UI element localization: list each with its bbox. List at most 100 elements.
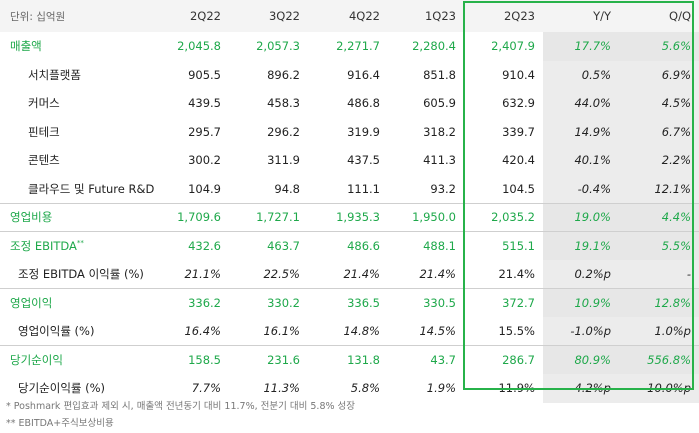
row-label: 조정 EBITDA** <box>0 231 150 260</box>
table-cell: 1,950.0 <box>388 202 464 232</box>
row-label: 매출액 <box>10 39 42 54</box>
row-label: 조정 EBITDA 이익률 (%) <box>18 267 144 281</box>
table-cell: 336.5 <box>308 288 388 317</box>
table-cell: 330.2 <box>229 288 308 317</box>
table-cell: 21.4% <box>343 267 380 281</box>
table-cell: 905.5 <box>188 67 221 82</box>
row-label: 당기순이익 <box>0 345 150 374</box>
row-label: 영업이익률 (%) <box>18 324 95 338</box>
table-cell: 11.3% <box>263 381 300 396</box>
col-header: 1Q23 <box>424 9 456 23</box>
row-label: 영업비용 <box>0 202 150 232</box>
table-cell: -0.4% <box>543 174 619 203</box>
table-cell: 5.6% <box>619 32 699 61</box>
table-cell: 10.0%p <box>619 374 699 403</box>
table-cell: 14.5% <box>419 324 456 338</box>
table-cell: 515.1 <box>464 231 543 260</box>
table-cell: 851.8 <box>423 67 456 82</box>
table-cell: 111.1 <box>347 181 380 196</box>
table-cell: 21.4% <box>419 267 456 281</box>
table-cell: 2,045.8 <box>177 39 221 54</box>
table-cell: 2.2% <box>619 146 699 175</box>
col-header: 2Q22 <box>189 9 221 23</box>
table-cell: 300.2 <box>188 153 221 168</box>
table-cell: 0.2%p <box>543 260 619 289</box>
table-cell: 5.8% <box>350 381 380 396</box>
table-cell: 12.8% <box>619 288 699 317</box>
table-cell: -1.0%p <box>543 317 619 346</box>
table-row: 영업비용 1,709.6 1,727.1 1,935.3 1,950.0 2,035.2 1… <box>0 202 699 232</box>
table-cell: 486.6 <box>308 231 388 260</box>
table-row: 조정 EBITDA** 432.6 463.7 486.6 488.1 515.1 19.1… <box>0 231 699 260</box>
col-header: 3Q22 <box>268 9 300 23</box>
footnote: ** EBITDA+주식보상비용 <box>6 418 114 429</box>
table-cell: 4.5% <box>619 89 699 118</box>
table-cell: 131.8 <box>308 345 388 374</box>
table-cell: 21.1% <box>184 267 221 281</box>
table-cell: 488.1 <box>388 231 464 260</box>
table-cell: 336.2 <box>150 288 229 317</box>
table-cell: 158.5 <box>150 345 229 374</box>
footnote-marker: ** <box>76 239 84 248</box>
table-row: 매출액 2,045.8 2,057.3 2,271.7 2,280.4 2,407.9 17… <box>0 32 699 61</box>
table-cell: 231.6 <box>229 345 308 374</box>
table-cell: 372.7 <box>464 288 543 317</box>
table-cell: 21.4% <box>498 267 535 281</box>
table-cell: 319.9 <box>347 124 380 139</box>
table-cell: 14.8% <box>343 324 380 338</box>
table-cell: 2,035.2 <box>464 202 543 232</box>
table-cell: 439.5 <box>188 96 221 111</box>
table-cell: 7.7% <box>191 381 221 396</box>
col-header: 4Q22 <box>348 9 380 23</box>
col-header: 2Q23 <box>503 9 535 23</box>
row-label: 서치플랫폼 <box>28 67 81 82</box>
table-cell: 286.7 <box>464 345 543 374</box>
table-row: 영업이익 336.2 330.2 336.5 330.5 372.7 10.9% 12.8% <box>0 288 699 317</box>
table-cell: 432.6 <box>150 231 229 260</box>
table-row: 영업이익률 (%) 16.4% 16.1% 14.8% 14.5% 15.5% -1.0%p… <box>0 317 699 346</box>
table-cell: 4.2%p <box>543 374 619 403</box>
row-label: 콘텐츠 <box>28 153 60 168</box>
table-cell: 330.5 <box>388 288 464 317</box>
table-cell: 44.0% <box>543 89 619 118</box>
table-header-row: 단위: 십억원 2Q22 3Q22 4Q22 1Q23 2Q23 Y/Y Q/Q <box>0 0 699 32</box>
row-label: 클라우드 및 Future R&D <box>28 181 155 196</box>
table-cell: 93.2 <box>430 181 456 196</box>
table-cell: 1,709.6 <box>150 202 229 232</box>
financial-summary-table: 단위: 십억원 2Q22 3Q22 4Q22 1Q23 2Q23 Y/Y Q/Q… <box>0 0 699 403</box>
table-cell: 4.4% <box>619 202 699 232</box>
table-cell: 2,271.7 <box>336 39 380 54</box>
table-cell: 16.4% <box>184 324 221 338</box>
table-cell: 104.5 <box>502 181 535 196</box>
row-label: 커머스 <box>28 96 60 111</box>
table-cell: 14.9% <box>543 117 619 146</box>
table-cell: 311.9 <box>267 153 300 168</box>
table-row: 조정 EBITDA 이익률 (%) 21.1% 22.5% 21.4% 21.4% 21.… <box>0 260 699 289</box>
table-cell: 10.9% <box>543 288 619 317</box>
table-cell: 420.4 <box>502 153 535 168</box>
table-cell: 6.9% <box>619 60 699 89</box>
table-cell: 411.3 <box>423 153 456 168</box>
table-cell: 296.2 <box>267 124 300 139</box>
table-cell: 556.8% <box>619 345 699 374</box>
table-cell: 19.1% <box>543 231 619 260</box>
table-cell: 458.3 <box>267 96 300 111</box>
table-row: 핀테크 295.7 296.2 319.9 318.2 339.7 14.9% 6.7% <box>0 117 699 146</box>
table-cell: - <box>619 260 699 289</box>
table-cell: 19.0% <box>543 202 619 232</box>
row-label: 핀테크 <box>28 124 60 139</box>
table-cell: 40.1% <box>543 146 619 175</box>
table-cell: 22.5% <box>263 267 300 281</box>
table-cell: 15.5% <box>498 324 535 338</box>
table-cell: 1.0%p <box>619 317 699 346</box>
table-cell: 1,727.1 <box>229 202 308 232</box>
footnote: * Poshmark 편입효과 제외 시, 매출액 전년동기 대비 11.7%,… <box>6 401 356 412</box>
table-cell: 12.1% <box>619 174 699 203</box>
table-cell: 437.5 <box>347 153 380 168</box>
table-cell: 910.4 <box>502 67 535 82</box>
table-row: 클라우드 및 Future R&D 104.9 94.8 111.1 93.2 104.5… <box>0 174 699 203</box>
col-header: Y/Y <box>593 9 611 23</box>
table-cell: 2,407.9 <box>491 39 535 54</box>
table-cell: 17.7% <box>543 32 619 61</box>
table-cell: 632.9 <box>502 96 535 111</box>
